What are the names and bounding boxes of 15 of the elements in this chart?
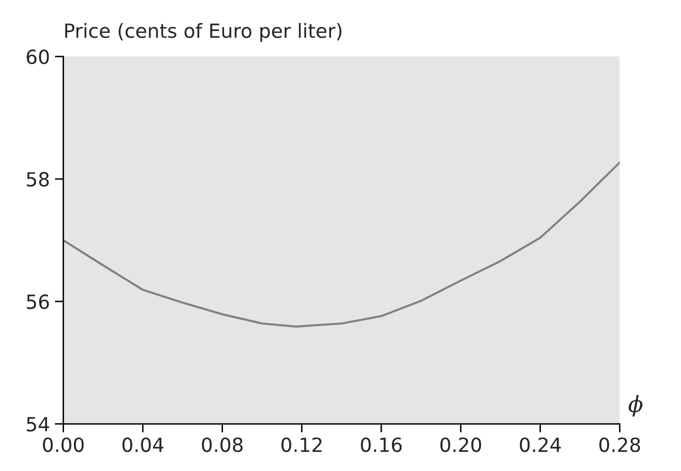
y-axis-title: Price (cents of Euro per liter) xyxy=(65,23,342,42)
x-tick-label: 0.24 xyxy=(520,437,561,452)
x-tick-label: 0.16 xyxy=(360,437,402,452)
x-tick-label: 0.00 xyxy=(42,437,84,452)
y-tick-label: 58 xyxy=(26,172,49,187)
x-tick-label: 0.04 xyxy=(122,437,164,452)
y-tick-label: 54 xyxy=(26,417,50,432)
x-tick-label: 0.20 xyxy=(440,437,482,452)
x-tick-label: 0.08 xyxy=(202,437,243,452)
y-tick-label: 56 xyxy=(26,294,49,310)
y-tick-label: 60 xyxy=(26,49,49,64)
line-series xyxy=(63,161,620,328)
x-tick-label: 0.28 xyxy=(599,437,640,452)
x-axis-title: ϕ xyxy=(628,395,642,417)
x-tick-label: 0.12 xyxy=(281,437,322,452)
